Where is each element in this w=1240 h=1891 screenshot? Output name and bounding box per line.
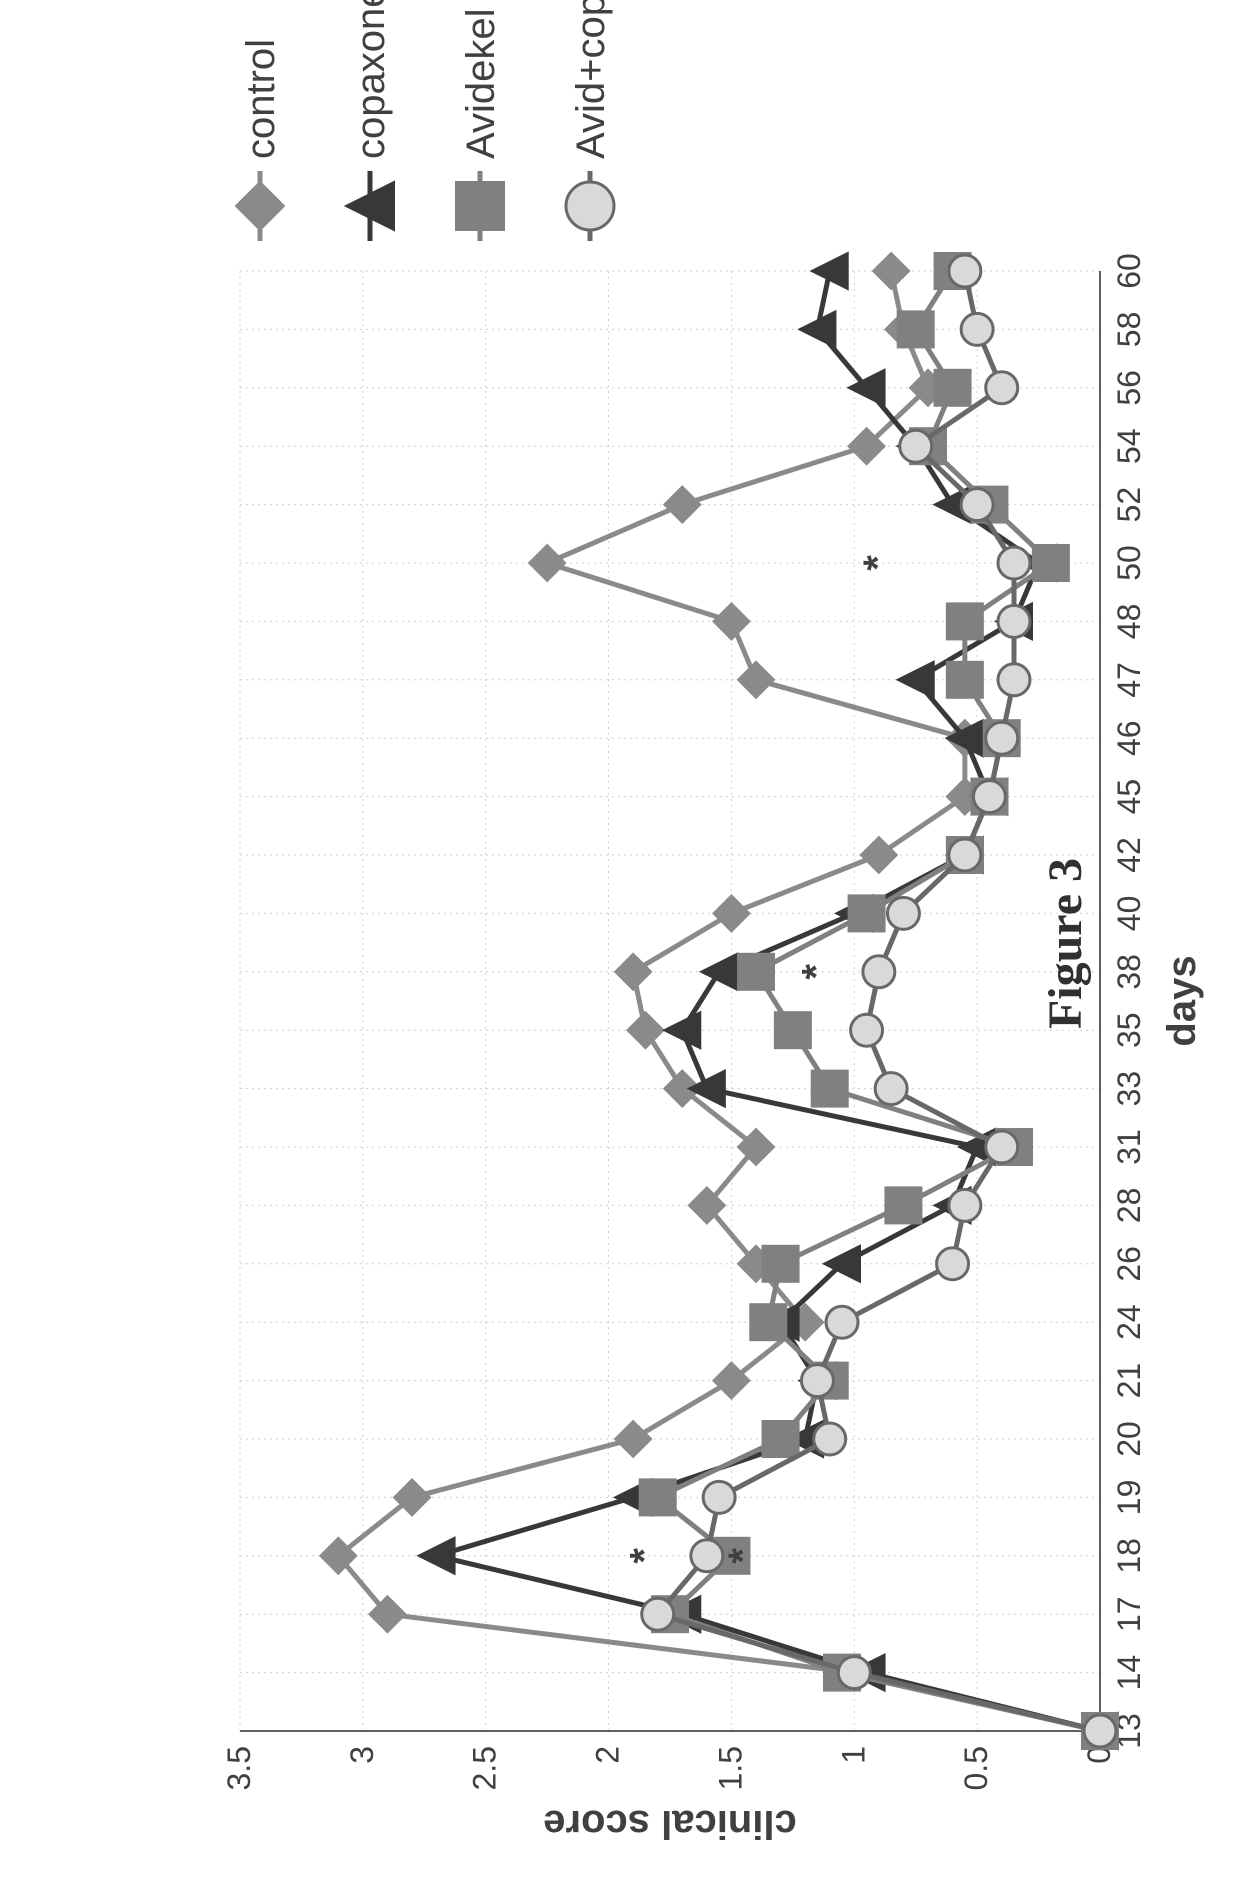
svg-text:19: 19: [1111, 1480, 1147, 1516]
svg-text:46: 46: [1111, 720, 1147, 756]
svg-text:3: 3: [344, 1746, 380, 1764]
svg-text:14: 14: [1111, 1655, 1147, 1691]
svg-text:31: 31: [1111, 1129, 1147, 1165]
svg-text:2.5: 2.5: [467, 1746, 503, 1790]
svg-text:40: 40: [1111, 896, 1147, 932]
svg-text:days: days: [1160, 955, 1204, 1046]
svg-text:26: 26: [1111, 1246, 1147, 1282]
svg-text:1.5: 1.5: [712, 1746, 748, 1790]
svg-text:33: 33: [1111, 1071, 1147, 1107]
svg-text:24: 24: [1111, 1304, 1147, 1340]
svg-text:*: *: [795, 964, 839, 980]
figure-container: 00.511.522.533.5131417181920212426283133…: [0, 0, 1240, 1891]
svg-text:Avid+cop: Avid+cop: [569, 0, 613, 159]
svg-text:47: 47: [1111, 662, 1147, 698]
svg-text:42: 42: [1111, 837, 1147, 873]
svg-text:control: control: [239, 39, 283, 159]
figure-caption: Figure 3: [1038, 857, 1093, 1028]
svg-text:50: 50: [1111, 545, 1147, 581]
svg-text:45: 45: [1111, 779, 1147, 815]
svg-text:58: 58: [1111, 312, 1147, 348]
svg-text:38: 38: [1111, 954, 1147, 990]
svg-text:21: 21: [1111, 1363, 1147, 1399]
svg-text:20: 20: [1111, 1421, 1147, 1457]
svg-text:Avidekel: Avidekel: [459, 9, 503, 159]
svg-text:60: 60: [1111, 253, 1147, 289]
svg-text:0.5: 0.5: [958, 1746, 994, 1790]
svg-text:56: 56: [1111, 370, 1147, 406]
svg-text:clinical score: clinical score: [543, 1802, 796, 1846]
svg-text:17: 17: [1111, 1596, 1147, 1632]
svg-text:*: *: [856, 555, 900, 571]
svg-text:1: 1: [835, 1746, 871, 1764]
svg-text:54: 54: [1111, 428, 1147, 464]
svg-text:28: 28: [1111, 1188, 1147, 1224]
svg-text:18: 18: [1111, 1538, 1147, 1574]
svg-text:48: 48: [1111, 604, 1147, 640]
svg-text:copaxone: copaxone: [349, 0, 393, 159]
svg-text:35: 35: [1111, 1012, 1147, 1048]
svg-text:3.5: 3.5: [221, 1746, 257, 1790]
svg-text:2: 2: [590, 1746, 626, 1764]
svg-text:*: *: [721, 1548, 765, 1564]
svg-text:*: *: [623, 1548, 667, 1564]
svg-text:52: 52: [1111, 487, 1147, 523]
